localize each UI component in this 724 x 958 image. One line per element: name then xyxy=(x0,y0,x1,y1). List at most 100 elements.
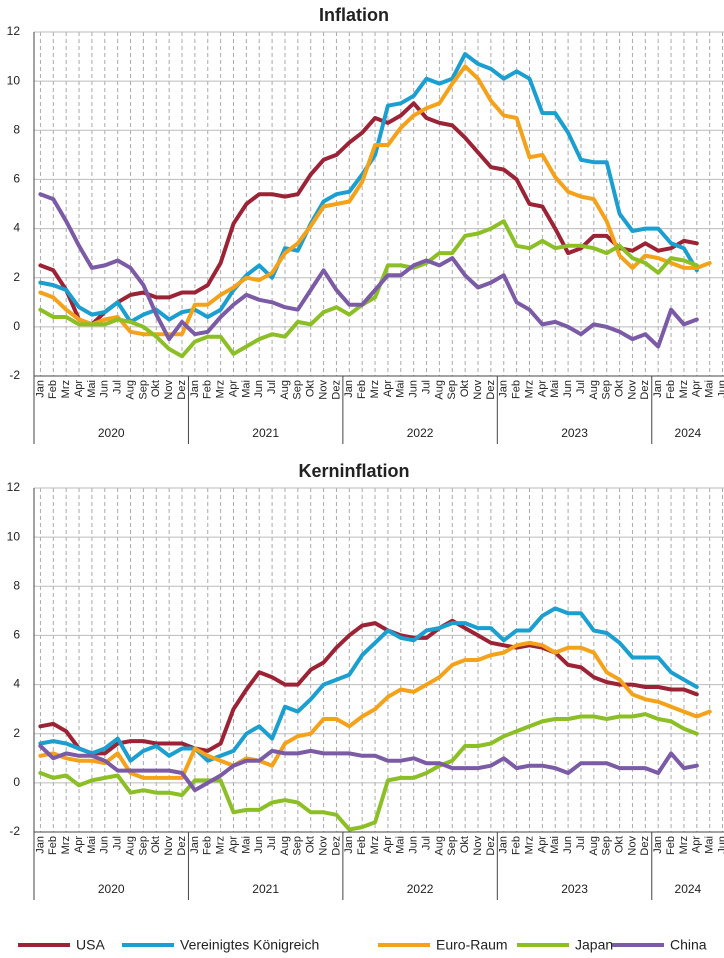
x-tick-label: Mai xyxy=(549,836,561,854)
y-tick-label: -2 xyxy=(9,824,20,838)
x-tick-label: Mrz xyxy=(523,836,535,854)
x-tick-label: Nov xyxy=(163,836,175,856)
x-tick-label: Feb xyxy=(356,380,368,399)
x-tick-label: Mrz xyxy=(215,836,227,854)
x-tick-label: Okt xyxy=(150,836,162,853)
x-tick-label: Jan xyxy=(189,836,201,854)
x-tick-label: Mrz xyxy=(60,836,72,854)
x-tick-label: Dez xyxy=(639,836,651,856)
x-tick-label: Mrz xyxy=(523,380,535,398)
data-line xyxy=(38,618,699,756)
x-tick-label: Jul xyxy=(575,836,587,850)
x-tick-label: Apr xyxy=(73,836,85,853)
x-tick-label: Mrz xyxy=(60,380,72,398)
y-tick-label: 4 xyxy=(13,221,20,235)
x-tick-label: Mai xyxy=(86,380,98,398)
x-tick-label: Mai xyxy=(704,836,716,854)
x-tick-label: Jul xyxy=(266,836,278,850)
x-tick-label: Sep xyxy=(137,836,149,856)
x-tick-label: Okt xyxy=(459,380,471,397)
x-tick-label: Mrz xyxy=(369,380,381,398)
x-tick-label: Apr xyxy=(227,836,239,853)
x-tick-label: Nov xyxy=(626,380,638,400)
x-tick-label: Sep xyxy=(446,836,458,856)
x-tick-label: Jan xyxy=(652,380,664,398)
y-tick-label: 12 xyxy=(7,480,21,494)
x-tick-label: Jan xyxy=(652,836,664,854)
x-tick-label: Apr xyxy=(691,836,703,853)
x-tick-label: Jun xyxy=(253,836,265,854)
year-label: 2022 xyxy=(407,882,434,896)
x-tick-label: Dez xyxy=(485,836,497,856)
x-tick-label: Jun xyxy=(716,380,724,398)
x-tick-label: Jul xyxy=(420,836,432,850)
x-tick-label: Sep xyxy=(292,836,304,856)
x-tick-label: Nov xyxy=(317,836,329,856)
chart-title: Inflation xyxy=(319,5,389,25)
data-line xyxy=(38,101,699,327)
x-tick-label: Aug xyxy=(433,380,445,400)
x-tick-label: Mai xyxy=(240,380,252,398)
x-tick-label: Jan xyxy=(34,836,46,854)
x-tick-label: Jan xyxy=(34,380,46,398)
x-tick-label: Nov xyxy=(626,836,638,856)
year-label: 2020 xyxy=(98,426,125,440)
x-tick-label: Feb xyxy=(356,836,368,855)
x-tick-label: Jun xyxy=(99,380,111,398)
x-tick-label: Jul xyxy=(112,380,124,394)
x-tick-label: Jul xyxy=(266,380,278,394)
x-tick-label: Feb xyxy=(665,836,677,855)
data-line xyxy=(38,192,699,349)
x-tick-label: Dez xyxy=(330,836,342,856)
y-tick-label: 6 xyxy=(13,172,20,186)
legend-label: Japan xyxy=(575,937,613,953)
x-tick-label: Aug xyxy=(124,836,136,856)
legend-label: USA xyxy=(76,937,105,953)
x-tick-label: Mai xyxy=(549,380,561,398)
x-tick-label: Mrz xyxy=(678,836,690,854)
legend-label: Vereinigtes Königreich xyxy=(180,937,319,953)
y-tick-label: 8 xyxy=(13,578,20,592)
data-line xyxy=(38,744,699,793)
x-tick-label: Jun xyxy=(562,836,574,854)
x-tick-label: Apr xyxy=(73,380,85,397)
legend-label: China xyxy=(670,937,707,953)
x-tick-label: Jun xyxy=(99,836,111,854)
year-label: 2020 xyxy=(98,882,125,896)
x-tick-label: Jan xyxy=(343,380,355,398)
y-tick-label: 0 xyxy=(13,775,20,789)
x-tick-label: Aug xyxy=(279,836,291,856)
year-label: 2021 xyxy=(252,426,279,440)
x-tick-label: Feb xyxy=(47,380,59,399)
x-tick-label: Mai xyxy=(395,380,407,398)
x-tick-label: Nov xyxy=(472,380,484,400)
x-tick-label: Jul xyxy=(420,380,432,394)
x-tick-label: Apr xyxy=(691,380,703,397)
x-tick-label: Apr xyxy=(382,836,394,853)
x-tick-label: Mrz xyxy=(215,380,227,398)
x-tick-label: Mai xyxy=(704,380,716,398)
data-line xyxy=(38,712,699,832)
x-tick-label: Okt xyxy=(613,836,625,853)
x-tick-label: Nov xyxy=(472,836,484,856)
y-tick-label: 2 xyxy=(13,726,20,740)
x-tick-label: Feb xyxy=(202,380,214,399)
x-tick-label: Apr xyxy=(536,380,548,397)
x-tick-label: Aug xyxy=(588,380,600,400)
x-tick-label: Okt xyxy=(305,836,317,853)
x-tick-label: Mai xyxy=(86,836,98,854)
y-tick-label: -2 xyxy=(9,368,20,382)
x-tick-label: Jun xyxy=(716,836,724,854)
x-tick-label: Sep xyxy=(137,380,149,400)
data-line xyxy=(38,606,699,763)
x-tick-label: Okt xyxy=(459,836,471,853)
x-tick-label: Jun xyxy=(253,380,265,398)
x-tick-label: Feb xyxy=(47,836,59,855)
x-tick-label: Aug xyxy=(588,836,600,856)
y-tick-label: 0 xyxy=(13,319,20,333)
data-line xyxy=(38,219,699,359)
year-label: 2023 xyxy=(561,882,588,896)
year-label: 2024 xyxy=(675,882,702,896)
x-tick-label: Nov xyxy=(163,380,175,400)
